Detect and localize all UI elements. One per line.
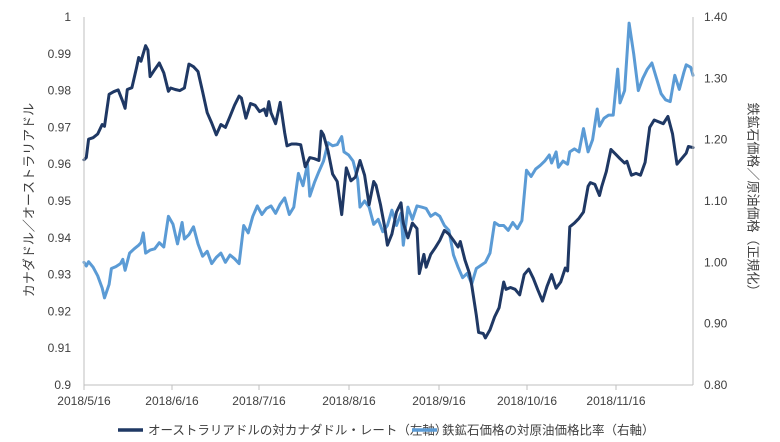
x-tick-label: 2018/8/16: [322, 394, 376, 408]
y-axis-right-title: 鉄鉱石価格／原油価格（正規化）: [745, 102, 761, 297]
y-right-tick-label: 1.10: [704, 194, 728, 208]
y-left-tick-label: 0.94: [48, 231, 72, 245]
y-left-tick-label: 0.96: [48, 157, 72, 171]
y-left-tick-label: 0.99: [48, 47, 72, 61]
y-right-tick-label: 1.20: [704, 133, 728, 147]
y-axis-right: 0.80 0.90 1.00 1.10 1.20 1.30 1.40: [692, 10, 728, 392]
x-axis: 2018/5/16 2018/6/16 2018/7/16 2018/8/16 2018…: [57, 384, 693, 408]
x-tick-label: 2018/5/16: [57, 394, 111, 408]
y-right-tick-label: 1.30: [704, 71, 728, 85]
y-right-tick-label: 1.40: [704, 10, 728, 24]
y-left-tick-label: 1: [64, 10, 71, 24]
y-right-tick-label: 0.80: [704, 378, 728, 392]
y-left-tick-label: 0.93: [48, 268, 72, 282]
y-axis-left: 0.9 0.91 0.92 0.93 0.94 0.95 0.96 0.97 0.98 0.99 1: [48, 10, 85, 392]
x-tick-label: 2018/6/16: [145, 394, 199, 408]
y-left-tick-label: 0.95: [48, 194, 72, 208]
plot-lines: [82, 21, 695, 340]
x-tick-label: 2018/7/16: [232, 394, 286, 408]
y-right-tick-label: 0.90: [704, 317, 728, 331]
y-left-tick-label: 0.97: [48, 120, 72, 134]
legend: オーストラリアドルの対カナダドル・レート（左軸） 鉄鉱石価格の対原油価格比率（右…: [118, 423, 655, 438]
series-line-iron-oil: [82, 21, 695, 300]
y-left-tick-label: 0.98: [48, 84, 72, 98]
legend-label-iron-oil: 鉄鉱石価格の対原油価格比率（右軸）: [442, 423, 655, 438]
x-tick-label: 2018/11/16: [586, 394, 645, 408]
legend-label-aud-cad: オーストラリアドルの対カナダドル・レート（左軸）: [148, 423, 447, 438]
y-right-tick-label: 1.00: [704, 255, 728, 269]
y-left-tick-label: 0.9: [54, 378, 71, 392]
y-left-tick-label: 0.91: [48, 341, 72, 355]
x-tick-label: 2018/10/16: [497, 394, 557, 408]
y-left-tick-label: 0.92: [48, 304, 72, 318]
y-axis-left-title: カナダドル／オーストラリアドル: [23, 103, 38, 297]
x-tick-label: 2018/9/16: [412, 394, 466, 408]
series-line-aud-cad: [82, 44, 695, 340]
